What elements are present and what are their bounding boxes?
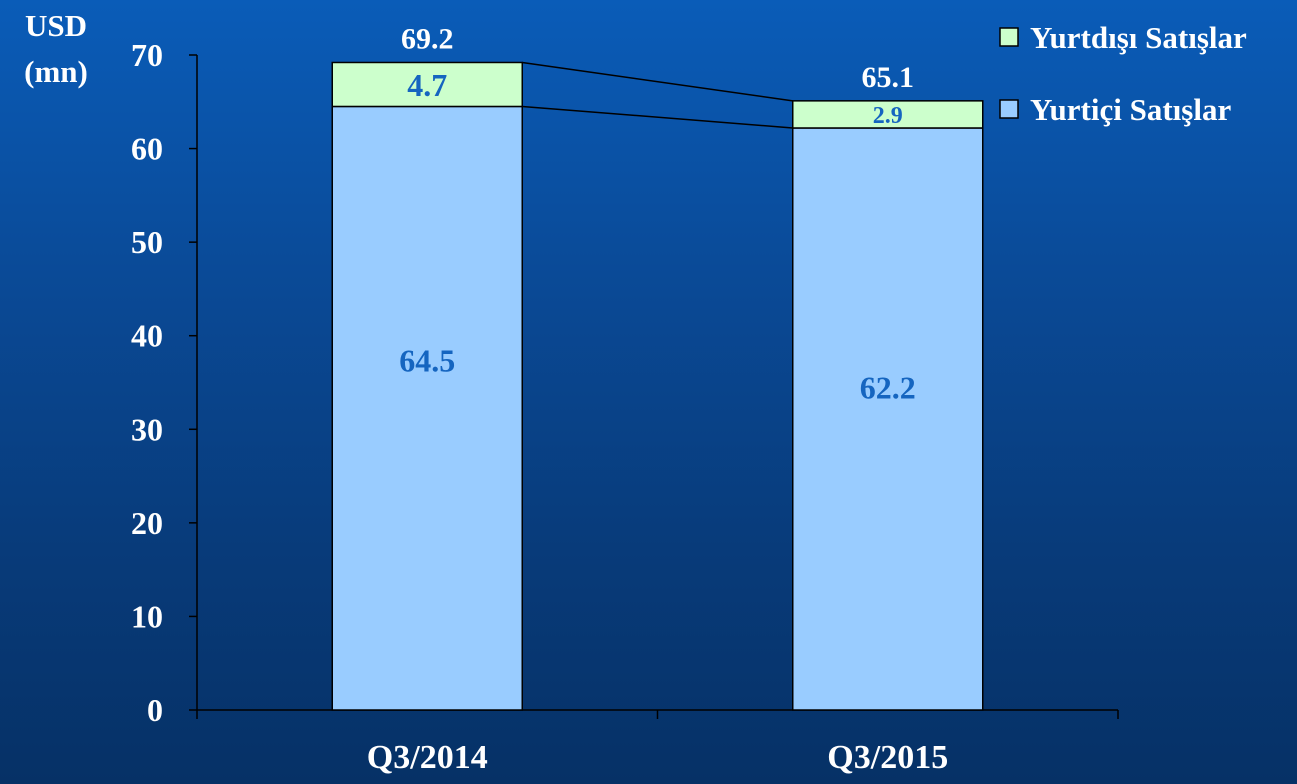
legend-swatch	[999, 99, 1019, 119]
bar-segment	[792, 100, 984, 129]
y-axis-unit-line-1: USD	[25, 8, 87, 43]
total-value-label: 69.2	[401, 22, 454, 55]
legend: Yurtdışı Satışlar Yurtiçi Satışlar	[999, 20, 1247, 127]
y-tick-label: 20	[131, 505, 163, 541]
segment-value-label: 64.5	[399, 342, 455, 378]
total-value-label: 65.1	[862, 61, 915, 94]
y-tick-label: 10	[131, 598, 163, 634]
segment-value-label: 4.7	[407, 67, 447, 103]
bar-segment	[331, 61, 523, 108]
chart-axes: 0 10 20 30 40 50 60 70 Q3/2014 Q3/2015	[131, 37, 1119, 776]
data-labels: 64.5 62.2 4.7 2.9 69.2 65.1	[399, 22, 916, 405]
x-category-label: Q3/2014	[367, 739, 488, 776]
y-tick-label: 60	[131, 131, 163, 167]
bar-segment	[792, 127, 984, 711]
series-connector-line	[522, 61, 793, 102]
x-category-label: Q3/2015	[827, 739, 948, 776]
y-tick-label: 70	[131, 37, 163, 73]
series-connector-line	[522, 105, 793, 129]
segment-value-label: 62.2	[860, 369, 916, 405]
y-tick-label: 40	[131, 318, 163, 354]
legend-swatch	[999, 27, 1019, 47]
y-tick-label: 30	[131, 411, 163, 447]
series-connector-lines	[522, 61, 793, 129]
y-axis-unit-line-2: (mn)	[24, 54, 88, 89]
legend-label: Yurtdışı Satışlar	[1030, 20, 1247, 55]
y-tick-label: 0	[147, 692, 163, 728]
legend-label: Yurtiçi Satışlar	[1030, 92, 1231, 127]
y-tick-label: 50	[131, 224, 163, 260]
bars	[331, 61, 984, 711]
segment-value-label: 2.9	[873, 103, 903, 129]
bar-segment	[331, 105, 523, 711]
